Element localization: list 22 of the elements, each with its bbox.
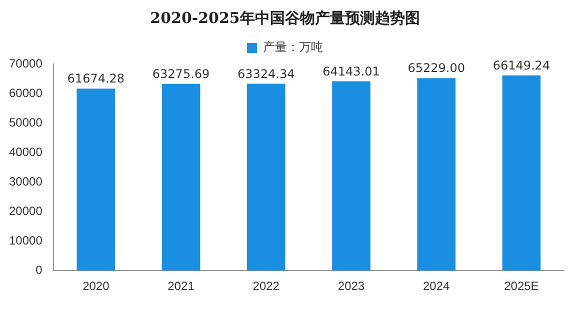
text: 61674.28 bbox=[67, 72, 125, 86]
text: 64143.01 bbox=[322, 64, 380, 78]
x-tick-label: 2024 bbox=[422, 279, 450, 294]
y-tick-label: 50000 bbox=[8, 115, 43, 130]
y-tick-label: 30000 bbox=[8, 174, 43, 188]
text: 63275.69 bbox=[152, 66, 210, 81]
x-tick-label: 2020 bbox=[82, 279, 110, 294]
y-tick-label: 40000 bbox=[8, 144, 43, 159]
text: 65229.00 bbox=[408, 61, 465, 76]
text: 66149.24 bbox=[492, 58, 550, 72]
legend-label: 产量：万吨 bbox=[263, 40, 323, 54]
y-tick-label: 20000 bbox=[8, 204, 43, 218]
x-tick-label: 2023 bbox=[338, 279, 365, 294]
x-tick-label: 2025E bbox=[504, 279, 539, 294]
y-tick-label: 10000 bbox=[8, 233, 43, 248]
x-tick-label: 2022 bbox=[252, 279, 280, 294]
y-tick-label: 60000 bbox=[8, 86, 43, 100]
chart-title: 2020-2025年中国谷物产量预测趋势图 bbox=[150, 8, 420, 27]
x-tick-label: 2021 bbox=[168, 279, 195, 294]
text: 63324.34 bbox=[238, 66, 295, 81]
y-tick-label: 0 bbox=[36, 262, 43, 277]
y-tick-label: 70000 bbox=[8, 56, 43, 70]
